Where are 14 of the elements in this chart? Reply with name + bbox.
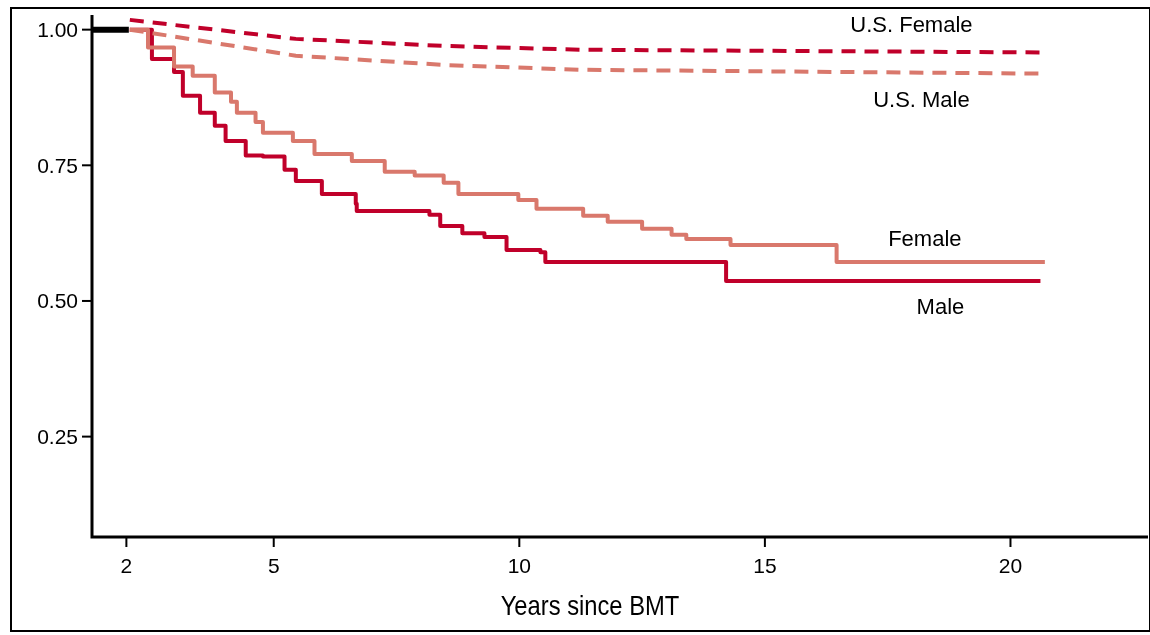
series-label: Male <box>916 293 965 319</box>
x-tick-label: 5 <box>267 554 280 577</box>
x-tick-label: 15 <box>753 554 777 577</box>
y-tick-label: 0.75 <box>37 153 78 177</box>
x-tick-label: 10 <box>507 554 531 577</box>
y-tick-label: 0.25 <box>37 424 78 448</box>
x-tick-label: 2 <box>120 554 133 577</box>
series-label: U.S. Female <box>850 12 973 38</box>
y-tick-label: 1.00 <box>37 18 78 41</box>
x-axis-title: Years since BMT <box>500 590 680 621</box>
series-label: U.S. Male <box>873 87 970 113</box>
series-label: Female <box>888 225 962 251</box>
x-tick-label: 20 <box>998 554 1023 577</box>
y-tick-label: 0.50 <box>37 289 78 313</box>
